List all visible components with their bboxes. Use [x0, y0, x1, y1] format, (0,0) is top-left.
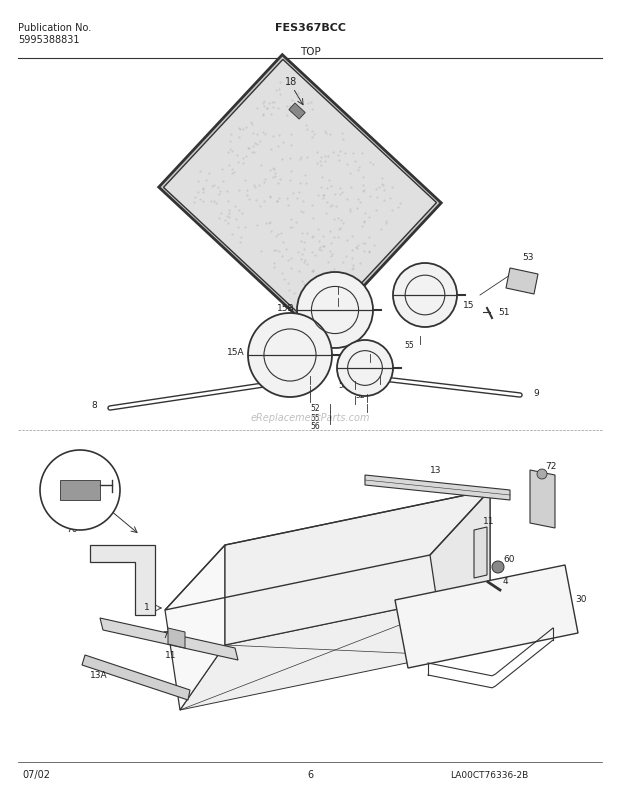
Text: 60: 60 — [503, 555, 515, 565]
Circle shape — [297, 272, 373, 348]
Text: 4: 4 — [503, 577, 508, 587]
Polygon shape — [164, 59, 436, 330]
Text: eReplacementParts.com: eReplacementParts.com — [250, 413, 370, 423]
Polygon shape — [60, 480, 100, 500]
Polygon shape — [165, 545, 225, 710]
Text: 71: 71 — [63, 482, 74, 492]
Text: 15: 15 — [463, 300, 474, 310]
Circle shape — [40, 450, 120, 530]
Text: FES367BCC: FES367BCC — [275, 23, 345, 33]
Polygon shape — [168, 628, 185, 648]
Text: 11: 11 — [483, 517, 495, 527]
Text: 15B: 15B — [277, 303, 295, 313]
Text: 52: 52 — [311, 403, 320, 413]
Text: 56: 56 — [310, 421, 320, 431]
Text: 30: 30 — [575, 596, 587, 604]
Text: 55: 55 — [348, 363, 358, 371]
Text: 5995388831: 5995388831 — [18, 35, 79, 45]
Text: 8: 8 — [91, 401, 97, 409]
Text: 18: 18 — [285, 77, 297, 87]
Text: 55: 55 — [339, 380, 348, 390]
Polygon shape — [395, 565, 578, 668]
Text: 13: 13 — [430, 466, 441, 474]
Polygon shape — [474, 527, 487, 578]
Text: LA00CT76336-2B: LA00CT76336-2B — [450, 771, 528, 779]
Circle shape — [492, 561, 504, 573]
Text: 07/02: 07/02 — [22, 770, 50, 780]
Circle shape — [537, 469, 547, 479]
Polygon shape — [159, 55, 441, 335]
Polygon shape — [365, 475, 510, 500]
Circle shape — [393, 263, 457, 327]
Text: 55: 55 — [310, 413, 320, 422]
Polygon shape — [180, 590, 490, 710]
Polygon shape — [530, 470, 555, 528]
Polygon shape — [506, 268, 538, 294]
Text: 55: 55 — [404, 341, 414, 349]
Text: 52: 52 — [320, 280, 330, 290]
Polygon shape — [225, 490, 490, 645]
Text: 9: 9 — [533, 389, 539, 398]
Text: 6: 6 — [307, 770, 313, 780]
Text: 15A: 15A — [228, 348, 245, 356]
Text: 53: 53 — [522, 253, 533, 262]
Text: TOP: TOP — [299, 47, 321, 57]
Polygon shape — [430, 490, 490, 655]
Text: 52: 52 — [355, 390, 365, 399]
Text: 70: 70 — [66, 526, 78, 535]
Text: 11: 11 — [165, 650, 177, 660]
Circle shape — [248, 313, 332, 397]
Text: 56: 56 — [293, 389, 303, 398]
Text: 72: 72 — [162, 630, 174, 639]
Polygon shape — [90, 545, 155, 615]
Text: 72: 72 — [545, 462, 556, 470]
Text: Publication No.: Publication No. — [18, 23, 91, 33]
Text: 55: 55 — [293, 378, 303, 386]
Text: 1: 1 — [144, 603, 150, 611]
Text: 13A: 13A — [90, 671, 108, 680]
Circle shape — [337, 340, 393, 396]
Bar — [289, 103, 305, 119]
Text: 51: 51 — [498, 307, 510, 317]
Polygon shape — [82, 655, 190, 700]
Polygon shape — [100, 618, 238, 660]
